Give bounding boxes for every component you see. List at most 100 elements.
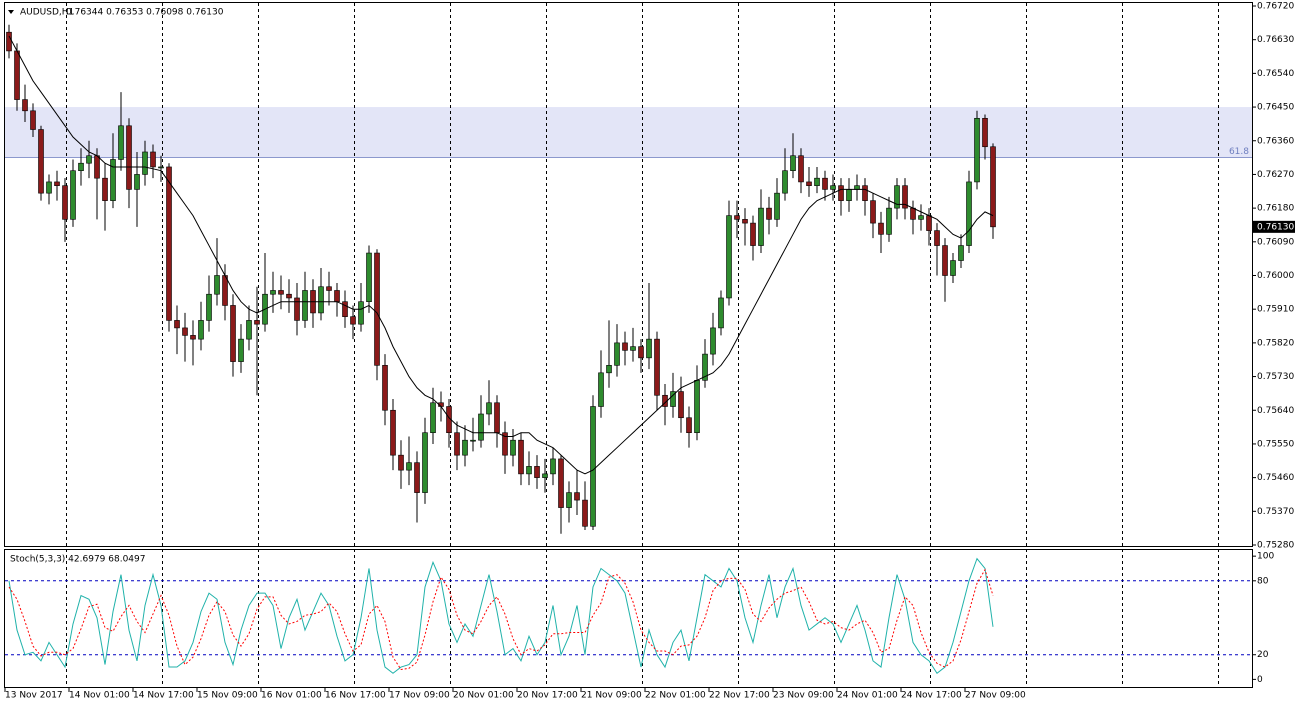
candle-body <box>846 189 852 201</box>
candle-body <box>766 207 772 220</box>
stoch-tick-label: 0 <box>1257 675 1263 685</box>
candle-body <box>158 166 164 169</box>
last-price-label: 0.76130 <box>1257 222 1294 232</box>
x-tick-label: 14 Nov 01:00 <box>69 691 130 701</box>
fib-label: 61.8 <box>1229 147 1249 157</box>
candle-body <box>398 454 404 471</box>
candle-body <box>278 290 284 295</box>
candle-body <box>350 316 356 325</box>
candle-body <box>246 320 252 340</box>
x-tick-label: 22 Nov 17:00 <box>709 691 770 701</box>
candle-body <box>70 170 76 220</box>
candle-body <box>78 162 84 171</box>
candle-body <box>454 432 460 456</box>
candle-body <box>854 185 860 190</box>
candle-body <box>390 409 396 456</box>
candle-body <box>646 338 652 359</box>
candle-body <box>510 439 516 456</box>
candle-body <box>142 151 148 175</box>
candle-body <box>702 353 708 381</box>
candle-body <box>878 222 884 235</box>
candle-body <box>254 320 260 325</box>
candle-body <box>982 117 988 148</box>
y-tick-label: 0.76630 <box>1257 35 1294 45</box>
candle-body <box>118 125 124 160</box>
y-tick-label: 0.75820 <box>1257 338 1294 348</box>
y-tick-label: 0.76000 <box>1257 271 1294 281</box>
candle-body <box>670 391 676 407</box>
candle-body <box>678 391 684 419</box>
candle-body <box>902 185 908 209</box>
candle-body <box>958 245 964 261</box>
candle-body <box>110 159 116 201</box>
y-tick-label: 0.75280 <box>1257 541 1294 551</box>
candle-body <box>14 50 20 100</box>
candle-body <box>974 117 980 183</box>
y-tick-label: 0.76360 <box>1257 136 1294 146</box>
candle-body <box>478 413 484 441</box>
candle-body <box>550 458 556 475</box>
x-tick-label: 24 Nov 17:00 <box>901 691 962 701</box>
candle-body <box>654 338 660 396</box>
candle-body <box>814 177 820 186</box>
candle-body <box>966 181 972 246</box>
menu-arrow[interactable] <box>8 10 14 14</box>
candle-body <box>574 492 580 501</box>
y-tick-label: 0.76090 <box>1257 237 1294 247</box>
candle-body <box>206 293 212 321</box>
candle-body <box>86 155 92 164</box>
x-tick-label: 17 Nov 09:00 <box>389 691 450 701</box>
candle-body <box>494 402 500 434</box>
candle-body <box>134 174 140 190</box>
candle-body <box>638 346 644 359</box>
candle-body <box>790 155 796 171</box>
x-tick-label: 20 Nov 17:00 <box>517 691 578 701</box>
y-tick-label: 0.75910 <box>1257 305 1294 315</box>
x-tick-label: 16 Nov 01:00 <box>261 691 322 701</box>
candle-body <box>342 301 348 317</box>
last-price-tag <box>1253 220 1295 233</box>
candle-body <box>318 286 324 314</box>
candle-body <box>270 290 276 295</box>
candle-body <box>422 432 428 493</box>
ohlc-values: 0.76344 0.76353 0.76098 0.76130 <box>66 8 224 18</box>
candle-body <box>622 342 628 351</box>
candle-body <box>694 380 700 434</box>
candle-body <box>102 177 108 201</box>
y-tick-label: 0.75550 <box>1257 439 1294 449</box>
x-tick-label: 20 Nov 01:00 <box>453 691 514 701</box>
candle-body <box>326 286 332 291</box>
candle-body <box>214 275 220 295</box>
candle-body <box>414 462 420 493</box>
candle-body <box>126 125 132 190</box>
candle-body <box>46 181 52 194</box>
candle-body <box>830 185 836 190</box>
candle-body <box>734 215 740 220</box>
stoch-tick-label: 80 <box>1257 576 1269 586</box>
candle-body <box>222 275 228 306</box>
candle-body <box>238 338 244 362</box>
stoch-tick-label: 100 <box>1257 552 1274 562</box>
candle-body <box>886 207 892 235</box>
candle-body <box>6 31 12 52</box>
candle-body <box>462 439 468 456</box>
resistance-zone <box>5 107 1252 158</box>
x-tick-label: 21 Nov 09:00 <box>581 691 642 701</box>
y-tick-label: 0.75730 <box>1257 372 1294 382</box>
candle-body <box>606 365 612 374</box>
candle-body <box>502 432 508 456</box>
candle-body <box>286 293 292 299</box>
candle-body <box>198 320 204 340</box>
x-tick-label: 27 Nov 09:00 <box>965 691 1026 701</box>
candle-body <box>526 466 532 475</box>
candle-body <box>174 320 180 329</box>
candle-body <box>894 185 900 209</box>
candle-body <box>758 207 764 246</box>
stoch-tick-label: 20 <box>1257 650 1269 660</box>
candle-body <box>798 155 804 183</box>
x-tick-label: 14 Nov 17:00 <box>133 691 194 701</box>
candle-body <box>918 215 924 220</box>
candle-body <box>710 327 716 355</box>
candle-body <box>302 290 308 321</box>
